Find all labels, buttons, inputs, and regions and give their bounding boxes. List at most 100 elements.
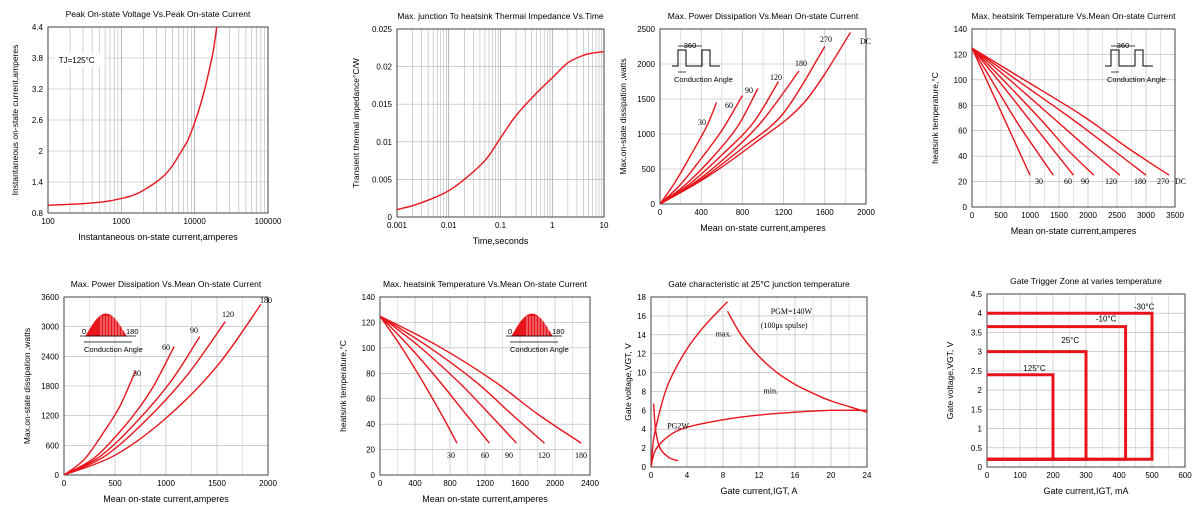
charts-svg: 100 1000 10000 1000000.81.422.63.23.84.4Pea… bbox=[0, 0, 1200, 520]
chart-c3: 0 400 800 1200 1600 200005001000150020002500M… bbox=[618, 11, 875, 233]
curve-label: 30 bbox=[133, 369, 141, 378]
x-tick-label: 0 bbox=[62, 479, 67, 488]
x-tick-label: 3000 bbox=[1137, 211, 1155, 220]
x-tick-label: 0 bbox=[985, 471, 990, 480]
chart-c8: 0 100 200 300 400 500 60000.511.522.533.544.5G… bbox=[945, 276, 1192, 496]
annotation: min. bbox=[764, 386, 778, 395]
y-tick-label: 12 bbox=[637, 350, 646, 359]
curve-label: 30 bbox=[698, 118, 706, 127]
inset-start-label: 0 bbox=[82, 327, 86, 336]
y-tick-label: 500 bbox=[642, 165, 656, 174]
y-tick-label: 0.015 bbox=[372, 100, 393, 109]
y-tick-label: 2500 bbox=[637, 25, 655, 34]
y-tick-label: 1000 bbox=[637, 130, 655, 139]
inset-start-label: 0 bbox=[508, 327, 512, 336]
chart-c6: 0 400 800 1200 1600 2000 240002040608010012014… bbox=[338, 279, 599, 504]
x-tick-label: 1000 bbox=[1021, 211, 1039, 220]
x-axis-label: Gate current,IGT, A bbox=[720, 486, 797, 496]
chart-c5: 0 500 1000 1500 2000060012001800240030003600… bbox=[22, 279, 277, 504]
x-tick-label: 16 bbox=[791, 471, 800, 480]
x-tick-label: 3500 bbox=[1166, 211, 1184, 220]
x-tick-label: 800 bbox=[443, 479, 457, 488]
x-tick-label: 2000 bbox=[857, 208, 875, 217]
x-tick-label: 500 bbox=[994, 211, 1008, 220]
x-tick-label: 2000 bbox=[1079, 211, 1097, 220]
inset-caption: Conduction Angle bbox=[1107, 75, 1166, 84]
y-axis-label: Instantaneous on-state current,amperes bbox=[10, 45, 20, 196]
y-tick-label: 20 bbox=[366, 446, 375, 455]
x-tick-label: 2000 bbox=[259, 479, 277, 488]
y-tick-label: 40 bbox=[366, 420, 375, 429]
period-label: 360 bbox=[1117, 41, 1130, 50]
curve-label: 90 bbox=[745, 86, 753, 95]
series-line-DC bbox=[660, 33, 851, 205]
y-tick-label: 600 bbox=[46, 441, 60, 450]
y-tick-label: 0 bbox=[371, 471, 376, 480]
y-tick-label: 10 bbox=[637, 369, 646, 378]
y-tick-label: 3 bbox=[978, 348, 983, 357]
y-tick-label: 120 bbox=[954, 50, 968, 59]
x-tick-label: 300 bbox=[1079, 471, 1093, 480]
annotation: TJ=125°C bbox=[59, 56, 95, 65]
y-axis-label: heatsink temperature,°C bbox=[338, 340, 348, 432]
y-tick-label: 0.8 bbox=[32, 209, 44, 218]
x-tick-label: 0 bbox=[649, 471, 654, 480]
y-tick-label: 140 bbox=[362, 293, 376, 302]
series-line-120 bbox=[660, 82, 779, 205]
y-axis-label: Transient thermal impedance°C/W bbox=[351, 58, 361, 188]
x-axis-label: Gate current,IGT, mA bbox=[1043, 486, 1128, 496]
chart-title: Gate Trigger Zone at varies temperature bbox=[1010, 276, 1162, 286]
y-tick-label: 0.01 bbox=[376, 138, 392, 147]
y-tick-label: 80 bbox=[958, 101, 967, 110]
x-tick-label: 1 bbox=[550, 221, 555, 230]
x-tick-label: 200 bbox=[1046, 471, 1060, 480]
chart-title: Max. Power Dissipation Vs.Mean On-state … bbox=[71, 279, 262, 289]
conduction-angle-inset: 360 Conduction Angle bbox=[1105, 41, 1166, 84]
x-tick-label: 1000 bbox=[157, 479, 175, 488]
y-tick-label: 3.8 bbox=[32, 54, 44, 63]
x-tick-label: 2000 bbox=[546, 479, 564, 488]
x-tick-label: 8 bbox=[721, 471, 726, 480]
y-tick-label: 0.5 bbox=[971, 444, 983, 453]
x-tick-label: 600 bbox=[1178, 471, 1192, 480]
curve-label: 180 bbox=[795, 59, 807, 68]
y-tick-label: 120 bbox=[362, 318, 376, 327]
x-tick-label: 100 bbox=[1013, 471, 1027, 480]
annotation: PGM=140W bbox=[771, 307, 813, 316]
chart-c1: 100 1000 10000 1000000.81.422.63.23.84.4Pea… bbox=[10, 9, 282, 242]
annotation: 125°C bbox=[1023, 364, 1046, 373]
y-tick-label: 0 bbox=[55, 471, 60, 480]
y-tick-label: 0 bbox=[978, 463, 983, 472]
y-tick-label: 0.02 bbox=[376, 63, 392, 72]
x-tick-label: 12 bbox=[755, 471, 764, 480]
x-tick-label: 400 bbox=[695, 208, 709, 217]
conduction-angle-inset: 360 Conduction Angle bbox=[672, 41, 733, 84]
chart-c2: 0.001 0.01 0.1 1 10 0 0.005 0.01 0.015 0.02 0.025 M… bbox=[351, 11, 609, 246]
x-tick-label: 0 bbox=[970, 211, 975, 220]
annotation: (100μs spulse) bbox=[761, 321, 808, 330]
y-tick-label: 20 bbox=[958, 178, 967, 187]
y-tick-label: 18 bbox=[637, 293, 646, 302]
chart-title: Gate characteristic at 25°C junction tem… bbox=[668, 279, 850, 289]
curve-label: 270 bbox=[1157, 177, 1169, 186]
curve-label: 120 bbox=[770, 73, 782, 82]
y-tick-label: 1500 bbox=[637, 95, 655, 104]
curve-label: 270 bbox=[820, 35, 832, 44]
grid bbox=[380, 297, 590, 475]
curve-label: 90 bbox=[190, 326, 198, 335]
inset-caption: Conduction Angle bbox=[84, 345, 143, 354]
conduction-angle-inset: 0 180Conduction Angle bbox=[506, 314, 569, 354]
y-tick-label: 2.5 bbox=[971, 367, 983, 376]
y-tick-label: 140 bbox=[954, 25, 968, 34]
curve-label: 60 bbox=[1064, 177, 1072, 186]
half-sine bbox=[86, 314, 126, 336]
series-line-60 bbox=[64, 346, 174, 475]
x-tick-label: 1500 bbox=[1050, 211, 1068, 220]
y-tick-label: 2 bbox=[39, 147, 44, 156]
y-tick-label: 3.5 bbox=[971, 328, 983, 337]
curve-label: 120 bbox=[222, 310, 234, 319]
x-tick-label: 0.001 bbox=[387, 221, 408, 230]
x-tick-label: 0 bbox=[658, 208, 663, 217]
y-tick-label: 3600 bbox=[41, 293, 59, 302]
curve-label: 60 bbox=[725, 101, 733, 110]
